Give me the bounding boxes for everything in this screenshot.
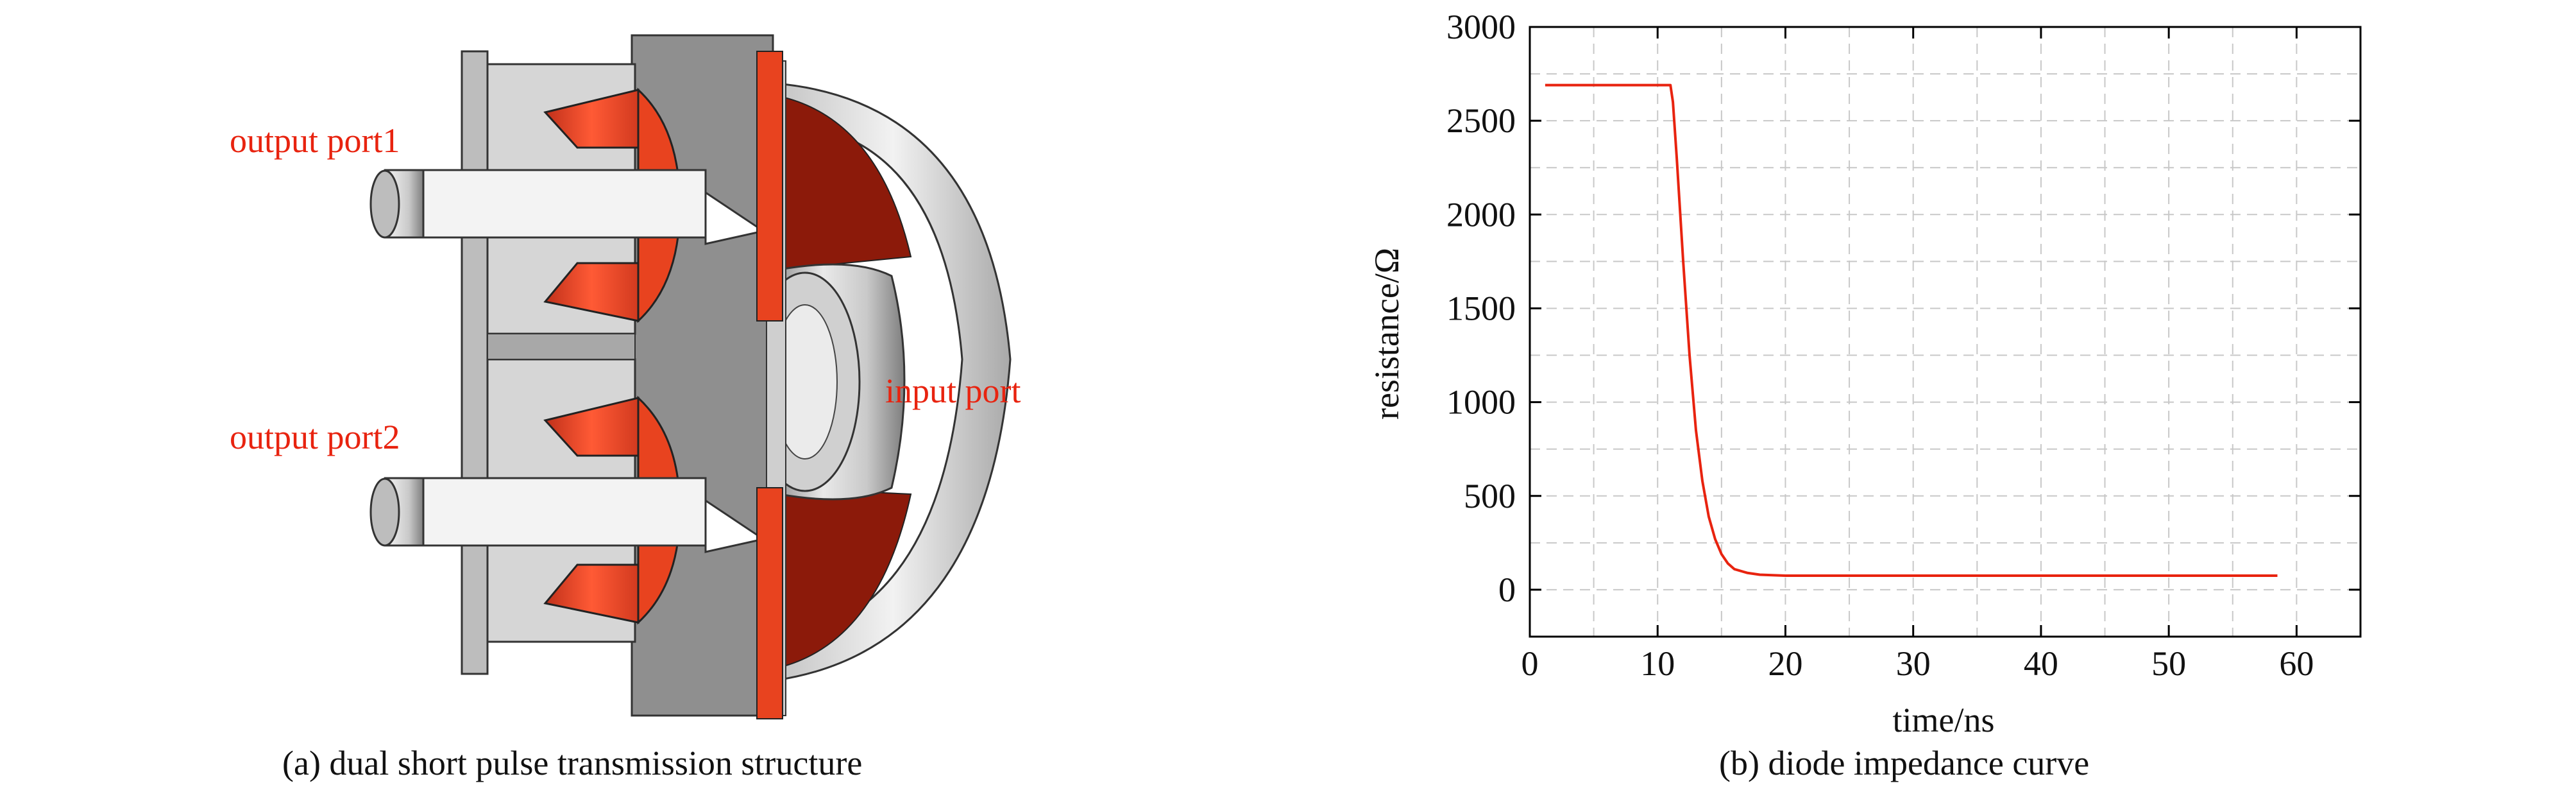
upper-channel xyxy=(369,63,766,335)
lower-channel xyxy=(369,358,766,643)
caption-a: (a) dual short pulse transmission struct… xyxy=(282,744,863,782)
y-tick-label: 3000 xyxy=(1446,8,1516,46)
x-tick-label: 40 xyxy=(2024,644,2058,683)
chart-series xyxy=(1545,83,2278,577)
y-tick-label: 1500 xyxy=(1446,289,1516,327)
y-tick-label: 500 xyxy=(1464,477,1516,515)
output-port1-label: output port1 xyxy=(230,121,400,160)
input-disk-face xyxy=(779,95,912,669)
chart-grid xyxy=(1530,27,2361,637)
y-tick-label: 1000 xyxy=(1446,383,1516,422)
outer-rim xyxy=(775,82,1012,682)
x-tick-label: 10 xyxy=(1640,644,1675,683)
chart-ticks: 0 10 20 30 40 50 60 0 500 1000 1500 2000 2500 3000 xyxy=(1446,8,2360,683)
caption-b: (b) diode impedance curve xyxy=(1719,744,2090,782)
y-tick-label: 0 xyxy=(1498,571,1516,609)
channel-gap xyxy=(487,333,636,360)
series-line xyxy=(1545,83,2278,577)
x-tick-label: 20 xyxy=(1768,644,1802,683)
x-tick-label: 30 xyxy=(1896,644,1931,683)
x-tick-label: 0 xyxy=(1521,644,1539,683)
y-tick-label: 2000 xyxy=(1446,195,1516,234)
x-tick-label: 60 xyxy=(2279,644,2314,683)
left-flange xyxy=(461,50,489,675)
x-tick-label: 50 xyxy=(2151,644,2186,683)
structure-illustration xyxy=(369,34,1012,719)
output-port2-label: output port2 xyxy=(230,418,400,456)
x-axis-label: time/ns xyxy=(1893,701,1995,739)
plot-frame xyxy=(1529,26,2362,638)
y-axis-label: resistance/Ω xyxy=(1368,248,1406,420)
y-tick-label: 2500 xyxy=(1446,101,1516,140)
input-port-label: input port xyxy=(885,372,1021,410)
